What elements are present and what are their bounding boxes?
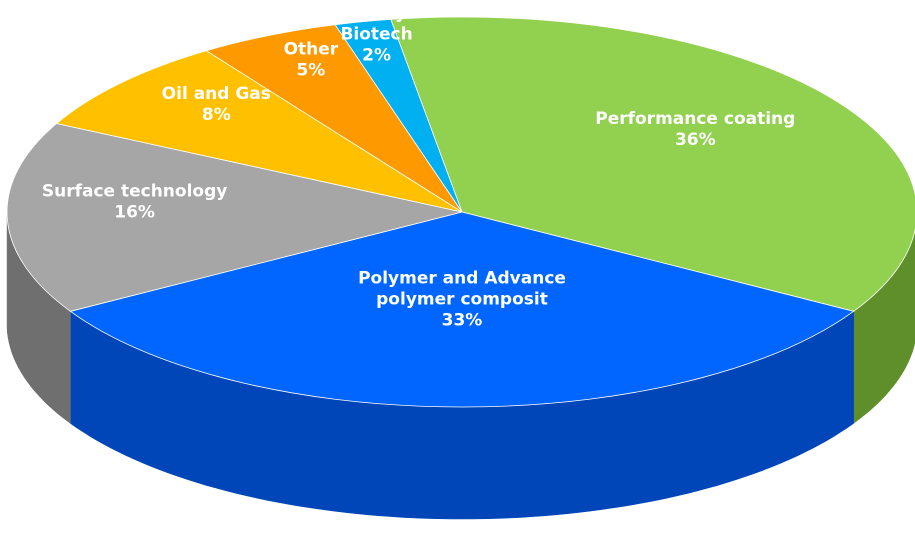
slice-value-lifestyl-biotech: 2% — [362, 45, 391, 65]
pie-slice-performance-coating — [390, 16, 915, 312]
slice-name-lifestyl-biotech: Biotech — [340, 24, 412, 44]
pie-sides — [6, 215, 915, 520]
slice-value-performance-coating: 36% — [675, 130, 716, 150]
pie-slices — [6, 16, 915, 408]
slice-label-other: Other 5% — [284, 39, 339, 80]
pie-slice-oil-and-gas — [55, 50, 463, 213]
slice-label-performance-coating: Performance coating 36% — [595, 109, 795, 150]
slice-name-polymer-and-advance-polymer-composit: polymer composit — [376, 289, 548, 309]
slice-name-polymer-and-advance-polymer-composit: Polymer and Advance — [358, 268, 566, 288]
slice-label-oil-and-gas: Oil and Gas 8% — [162, 84, 271, 125]
slice-name-other: Other — [284, 39, 339, 59]
slice-label-surface-technology: Surface technology 16% — [42, 181, 228, 222]
pie-slice-polymer-and-advance-polymer-composit — [69, 211, 855, 408]
slice-value-surface-technology: 16% — [114, 202, 155, 222]
slice-value-polymer-and-advance-polymer-composit: 33% — [442, 310, 483, 330]
pie-slice-surface-technology — [6, 123, 463, 312]
slice-label-polymer-and-advance-polymer-composit: Polymer and Advance polymer composit 33% — [358, 268, 566, 330]
pie-slice-lifestyl-biotech — [334, 18, 463, 213]
slice-value-oil-and-gas: 8% — [202, 105, 231, 125]
slice-value-other: 5% — [296, 60, 325, 80]
pie-slice-other — [205, 24, 463, 213]
slice-label-lifestyl-biotech: Lifestyl Biotech 2% — [340, 3, 412, 65]
slice-name-lifestyl-biotech: Lifestyl — [341, 3, 412, 23]
pie-labels: Performance coating 36% Polymer and Advanc… — [42, 3, 796, 330]
slice-name-oil-and-gas: Oil and Gas — [162, 84, 271, 104]
slice-name-performance-coating: Performance coating — [595, 109, 795, 129]
slice-name-surface-technology: Surface technology — [42, 181, 228, 201]
